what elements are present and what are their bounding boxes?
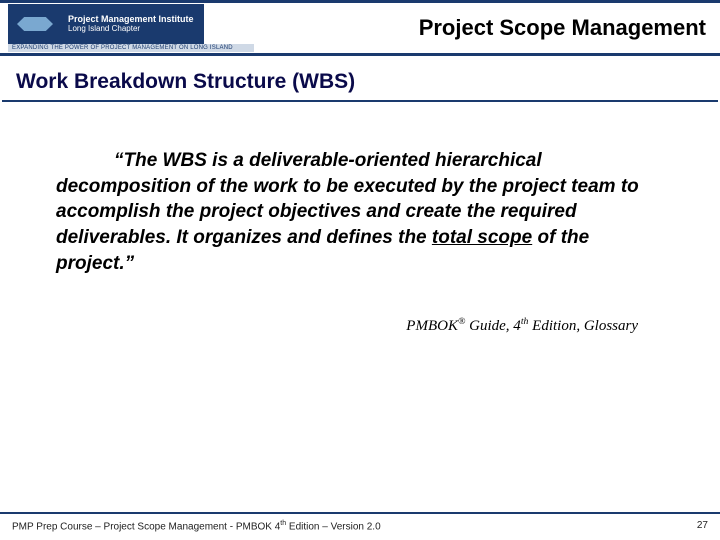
slide-title: Project Scope Management [254, 15, 710, 41]
logo-block: Project Management Institute Long Island… [8, 4, 254, 52]
body-content: “The WBS is a deliverable-oriented hiera… [0, 102, 720, 335]
slide-header: Project Management Institute Long Island… [0, 0, 720, 56]
citation-suffix: Edition, Glossary [528, 318, 638, 334]
citation-mid: Guide, 4 [465, 318, 520, 334]
logo-tagline: EXPANDING THE POWER OF PROJECT MANAGEMEN… [8, 44, 254, 52]
citation-prefix: PMBOK [406, 318, 458, 334]
citation: PMBOK® Guide, 4th Edition, Glossary [56, 276, 664, 335]
quote-underlined: total scope [432, 227, 532, 248]
footer-left-prefix: PMP Prep Course – Project Scope Manageme… [12, 521, 280, 532]
definition-quote: “The WBS is a deliverable-oriented hiera… [56, 148, 664, 276]
pmi-logo-icon [8, 4, 62, 44]
logo-text: Project Management Institute Long Island… [62, 4, 204, 44]
footer-left-suffix: Edition – Version 2.0 [286, 521, 381, 532]
section-heading: Work Breakdown Structure (WBS) [0, 56, 720, 100]
page-number: 27 [697, 520, 708, 532]
slide-footer: PMP Prep Course – Project Scope Manageme… [0, 512, 720, 540]
logo-org-line2: Long Island Chapter [68, 25, 194, 34]
footer-left: PMP Prep Course – Project Scope Manageme… [12, 520, 381, 532]
